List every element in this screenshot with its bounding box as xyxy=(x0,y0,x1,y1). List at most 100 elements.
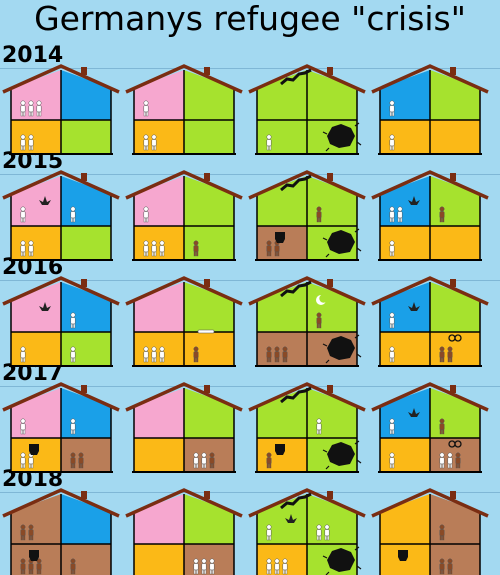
person-body xyxy=(389,351,395,359)
person-leg xyxy=(319,323,322,329)
person-icon xyxy=(20,418,26,435)
person-head xyxy=(70,418,76,424)
person-head xyxy=(266,524,272,530)
row-divider xyxy=(0,280,500,281)
person-leg xyxy=(73,323,76,329)
person-body xyxy=(324,529,330,537)
person-head xyxy=(201,558,207,564)
person-body xyxy=(36,563,42,571)
person-leg xyxy=(285,569,288,575)
person-head xyxy=(151,134,157,140)
person-head xyxy=(266,452,272,458)
person-icon xyxy=(266,524,272,541)
house xyxy=(125,382,243,473)
wall-hole xyxy=(327,548,355,572)
person-leg xyxy=(31,535,34,541)
person-leg xyxy=(31,111,34,117)
room-lower-left xyxy=(134,438,184,472)
roof xyxy=(371,170,489,200)
person-icon xyxy=(316,524,322,541)
chimney xyxy=(450,491,456,499)
person-icon xyxy=(439,346,445,363)
person-head xyxy=(209,558,215,564)
person-leg xyxy=(277,569,280,575)
person-body xyxy=(316,317,322,325)
fist-icon xyxy=(29,550,39,561)
person-head xyxy=(193,452,199,458)
person-icon xyxy=(439,418,445,435)
person-leg xyxy=(442,535,445,541)
fist-icon xyxy=(275,444,285,455)
room-lower-left xyxy=(380,438,430,472)
person-head xyxy=(193,346,199,352)
person-body xyxy=(209,563,215,571)
person-leg xyxy=(324,535,327,541)
chimney xyxy=(450,385,456,393)
person-icon xyxy=(159,346,165,363)
person-leg xyxy=(277,357,280,363)
person-leg xyxy=(209,463,212,469)
person-icon xyxy=(209,558,215,575)
roof xyxy=(125,64,243,94)
person-body xyxy=(389,245,395,253)
person-leg xyxy=(327,535,330,541)
person-leg xyxy=(159,251,162,257)
page-title: Germanys refugee "crisis" xyxy=(34,0,466,38)
chimney xyxy=(204,279,210,287)
person-body xyxy=(20,457,26,465)
person-head xyxy=(447,452,453,458)
person-leg xyxy=(442,569,445,575)
person-head xyxy=(193,240,199,246)
person-body xyxy=(447,457,453,465)
person-body xyxy=(28,457,34,465)
chimney xyxy=(450,279,456,287)
person-leg xyxy=(73,463,76,469)
person-head xyxy=(70,558,76,564)
person-icon xyxy=(447,558,453,575)
room-upper-right xyxy=(184,282,234,332)
chimney xyxy=(204,385,210,393)
room-lower-left xyxy=(257,544,307,575)
person-icon xyxy=(151,346,157,363)
person-icon xyxy=(28,134,34,151)
roof xyxy=(248,488,366,518)
person-leg xyxy=(20,251,23,257)
person-leg xyxy=(28,251,31,257)
leaf-icon xyxy=(408,408,420,417)
person-head xyxy=(78,452,84,458)
person-body xyxy=(389,211,395,219)
person-icon xyxy=(389,240,395,257)
person-head xyxy=(28,134,34,140)
person-leg xyxy=(389,429,392,435)
person-icon xyxy=(316,206,322,223)
person-leg xyxy=(319,429,322,435)
syringe-icon xyxy=(197,329,215,334)
room-upper-right xyxy=(61,494,111,544)
person-leg xyxy=(269,463,272,469)
person-leg xyxy=(23,429,26,435)
chimney xyxy=(450,173,456,181)
person-icon xyxy=(397,206,403,223)
person-head xyxy=(20,452,26,458)
person-leg xyxy=(442,217,445,223)
person-leg xyxy=(20,429,23,435)
person-body xyxy=(266,351,272,359)
gender-symbol-icon xyxy=(454,334,462,342)
person-head xyxy=(159,346,165,352)
person-head xyxy=(143,206,149,212)
house xyxy=(371,488,489,575)
roof xyxy=(2,64,120,94)
person-leg xyxy=(23,111,26,117)
person-head xyxy=(20,100,26,106)
person-leg xyxy=(316,217,319,223)
person-leg xyxy=(73,217,76,223)
house xyxy=(248,276,366,367)
person-icon xyxy=(20,240,26,257)
house xyxy=(371,382,489,473)
person-head xyxy=(455,452,461,458)
house xyxy=(2,276,120,367)
person-leg xyxy=(162,357,165,363)
person-head xyxy=(397,206,403,212)
person-icon xyxy=(266,558,272,575)
person-leg xyxy=(20,145,23,151)
